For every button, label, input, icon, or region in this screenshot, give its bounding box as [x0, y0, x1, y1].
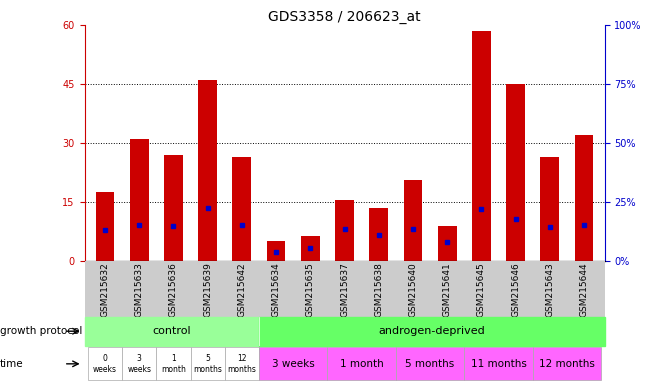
Text: GSM215637: GSM215637	[340, 262, 349, 317]
Bar	[198, 80, 217, 261]
Bar	[225, 348, 259, 380]
Text: 3
weeks: 3 weeks	[127, 354, 151, 374]
Text: 1 month: 1 month	[340, 359, 383, 369]
Bar	[404, 180, 422, 261]
Text: GSM215645: GSM215645	[477, 262, 486, 317]
Text: GSM215633: GSM215633	[135, 262, 144, 317]
Text: growth protocol: growth protocol	[0, 326, 83, 336]
Bar	[506, 84, 525, 261]
Bar	[437, 226, 456, 261]
Text: GSM215634: GSM215634	[272, 262, 281, 317]
Text: 5 months: 5 months	[406, 359, 454, 369]
Title: GDS3358 / 206623_at: GDS3358 / 206623_at	[268, 10, 421, 24]
Text: 11 months: 11 months	[471, 359, 526, 369]
Bar	[190, 348, 225, 380]
Bar	[369, 208, 388, 261]
Text: time: time	[0, 359, 23, 369]
Bar	[532, 348, 601, 380]
Bar	[88, 348, 122, 380]
Text: 12
months: 12 months	[227, 354, 256, 374]
Text: GSM215643: GSM215643	[545, 262, 554, 317]
Bar	[233, 157, 252, 261]
Bar	[335, 200, 354, 261]
Text: 5
months: 5 months	[193, 354, 222, 374]
Bar	[259, 317, 604, 346]
Text: GSM215639: GSM215639	[203, 262, 212, 317]
Bar	[464, 348, 532, 380]
Text: 3 weeks: 3 weeks	[272, 359, 315, 369]
Text: 0
weeks: 0 weeks	[93, 354, 117, 374]
Bar	[96, 192, 114, 261]
Bar	[122, 348, 157, 380]
Bar	[130, 139, 149, 261]
Text: androgen-deprived: androgen-deprived	[378, 326, 485, 336]
Text: GSM215640: GSM215640	[408, 262, 417, 317]
Text: GSM215635: GSM215635	[306, 262, 315, 317]
Bar	[396, 348, 464, 380]
Text: 12 months: 12 months	[539, 359, 595, 369]
Bar	[540, 157, 559, 261]
Bar	[472, 31, 491, 261]
Bar	[84, 317, 259, 346]
Text: GSM215642: GSM215642	[237, 262, 246, 317]
Bar	[266, 242, 285, 261]
Text: GSM215636: GSM215636	[169, 262, 178, 317]
Text: GSM215646: GSM215646	[511, 262, 520, 317]
Text: control: control	[152, 326, 191, 336]
Bar	[575, 135, 593, 261]
Bar	[328, 348, 396, 380]
Text: GSM215644: GSM215644	[579, 262, 588, 317]
Bar	[259, 348, 328, 380]
Text: GSM215641: GSM215641	[443, 262, 452, 317]
Text: GSM215638: GSM215638	[374, 262, 384, 317]
Text: GSM215632: GSM215632	[101, 262, 110, 317]
Bar	[301, 235, 320, 261]
Bar	[157, 348, 190, 380]
Bar	[164, 155, 183, 261]
Text: 1
month: 1 month	[161, 354, 186, 374]
